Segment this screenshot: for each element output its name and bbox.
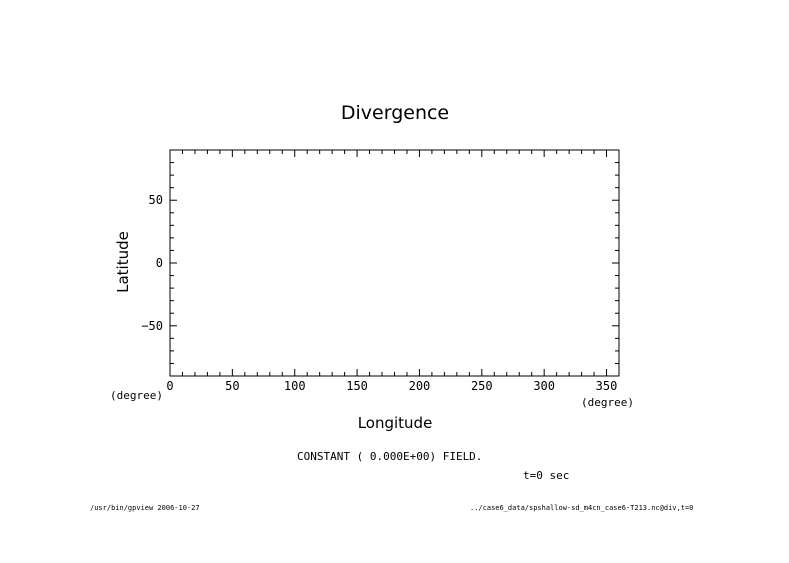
x-tick-label: 200 [409, 379, 431, 393]
y-unit-label: (degree) [110, 389, 163, 402]
plot-area [169, 149, 620, 377]
y-tick-label: −50 [141, 319, 163, 333]
plot-frame [169, 149, 620, 377]
x-tick-label: 50 [225, 379, 239, 393]
chart-title: Divergence [341, 102, 449, 124]
x-axis-title: Longitude [358, 414, 433, 432]
x-tick-label: 100 [284, 379, 306, 393]
footer-left: /usr/bin/gpview 2006-10-27 [90, 504, 200, 512]
footer-right: ../case6_data/spshallow-sd_m4cn_case6-T2… [470, 504, 693, 512]
constant-field-note: CONSTANT ( 0.000E+00) FIELD. [297, 450, 482, 463]
x-tick-label: 300 [533, 379, 555, 393]
y-tick-label: 50 [149, 193, 163, 207]
x-tick-label: 0 [166, 379, 173, 393]
x-tick-label: 250 [471, 379, 493, 393]
x-unit-label: (degree) [581, 396, 634, 409]
x-tick-label: 350 [596, 379, 618, 393]
y-axis-title: Latitude [114, 231, 132, 293]
y-tick-labels: −50 0 50 [141, 193, 163, 333]
x-tick-labels: 0 50 100 150 200 250 300 350 [166, 379, 617, 393]
x-tick-label: 150 [346, 379, 368, 393]
axis-ticks [169, 149, 620, 377]
time-label: t=0 sec [523, 469, 569, 482]
y-tick-label: 0 [156, 256, 163, 270]
